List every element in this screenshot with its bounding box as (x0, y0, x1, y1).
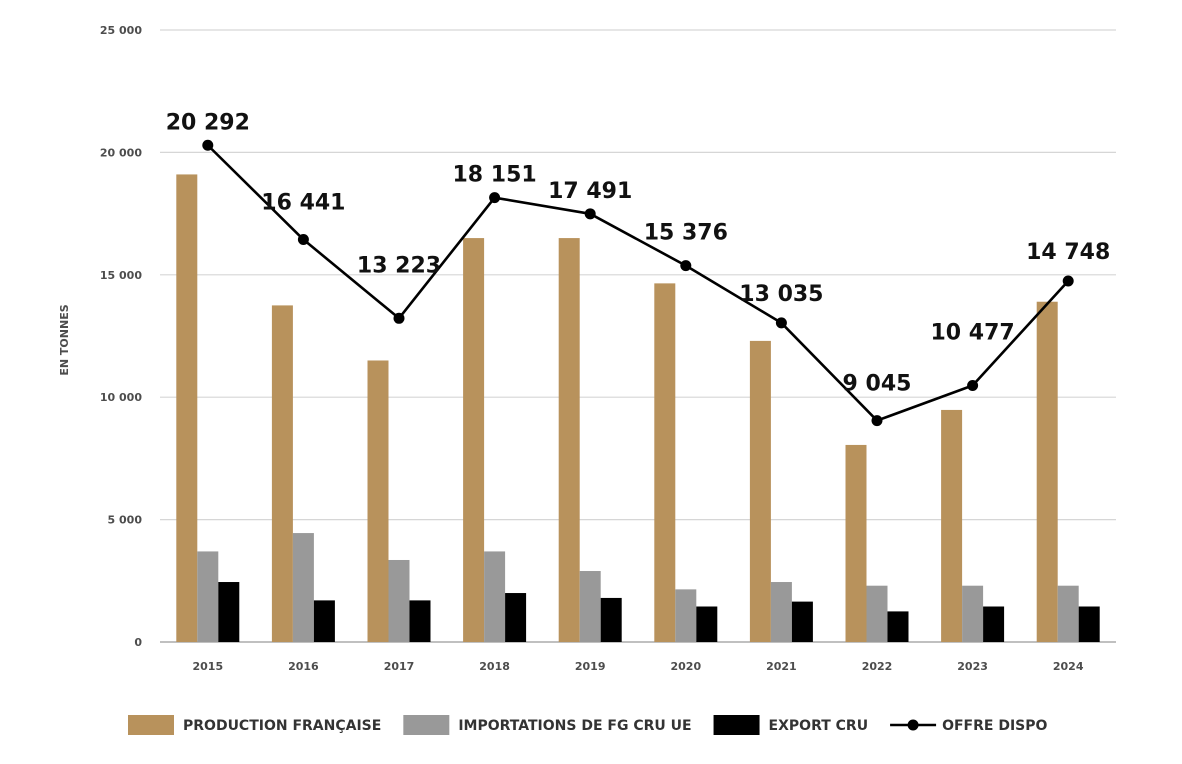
bar-importations-de-fg-cru-ue-2019 (579, 571, 601, 642)
bar-production-fran-aise-2019 (558, 238, 580, 642)
legend-swatch (403, 715, 450, 735)
offre-dispo-label: 14 748 (1026, 240, 1110, 265)
bar-export-cru-2021 (791, 601, 813, 642)
x-tick-label: 2017 (384, 660, 415, 673)
bar-importations-de-fg-cru-ue-2021 (770, 582, 792, 642)
offre-dispo-label: 10 477 (930, 321, 1014, 346)
offre-dispo-label: 20 292 (166, 110, 250, 135)
x-tick-label: 2022 (862, 660, 893, 673)
x-tick-label: 2018 (479, 660, 510, 673)
x-tick-label: 2024 (1053, 660, 1084, 673)
offre-dispo-point (871, 415, 883, 427)
offre-dispo-point (680, 260, 692, 272)
y-tick-label: 15 000 (100, 269, 142, 282)
offre-dispo-point (393, 312, 405, 324)
legend-swatch-marker (907, 719, 919, 731)
bar-production-fran-aise-2021 (749, 340, 771, 642)
bar-production-fran-aise-2017 (367, 360, 389, 642)
y-axis-ticks: 0 5 000 10 000 15 000 20 000 25 000 (100, 24, 142, 649)
bar-importations-de-fg-cru-ue-2024 (1057, 585, 1079, 642)
offre-dispo-path (206, 144, 1070, 422)
bar-importations-de-fg-cru-ue-2018 (484, 551, 506, 642)
legend-swatch (128, 715, 174, 735)
offre-dispo-point (967, 380, 979, 392)
bar-production-fran-aise-2015 (176, 174, 198, 642)
legend-label: PRODUCTION FRANÇAISE (183, 718, 381, 734)
bar-importations-de-fg-cru-ue-2023 (962, 585, 984, 642)
bar-production-fran-aise-2022 (845, 444, 867, 642)
bar-export-cru-2020 (696, 606, 718, 642)
offre-dispo-point (775, 317, 787, 329)
offre-dispo-label: 18 151 (452, 163, 536, 188)
bar-export-cru-2017 (409, 600, 431, 642)
bar-production-fran-aise-2020 (654, 283, 676, 642)
legend-label: OFFRE DISPO (942, 718, 1047, 734)
y-tick-label: 25 000 (100, 24, 142, 37)
y-tick-label: 5 000 (108, 514, 143, 527)
offre-dispo-label: 9 045 (843, 372, 912, 397)
bar-export-cru-2024 (1078, 606, 1100, 642)
bar-production-fran-aise-2016 (271, 305, 293, 642)
x-axis-ticks: 2015 2016 2017 2018 2019 2020 2021 2022 2023 2024 (192, 660, 1083, 673)
offre-dispo-line: 20 292 16 441 13 223 18 151 17 491 15 376 13 0… (166, 110, 1110, 427)
legend-label: EXPORT CRU (769, 718, 869, 734)
x-tick-label: 2019 (575, 660, 606, 673)
bar-importations-de-fg-cru-ue-2022 (866, 585, 888, 642)
legend-label: IMPORTATIONS DE FG CRU UE (458, 718, 691, 734)
offre-dispo-point (297, 234, 309, 246)
y-tick-label: 0 (134, 636, 142, 649)
offre-dispo-label: 13 035 (739, 282, 823, 307)
bar-importations-de-fg-cru-ue-2020 (675, 589, 697, 642)
x-tick-label: 2023 (957, 660, 988, 673)
bar-production-fran-aise-2018 (463, 238, 485, 642)
offre-dispo-label: 16 441 (261, 191, 345, 216)
y-tick-label: 20 000 (100, 146, 142, 159)
bar-production-fran-aise-2024 (1036, 301, 1058, 642)
bar-export-cru-2023 (983, 606, 1005, 642)
bar-export-cru-2015 (218, 582, 240, 642)
bar-export-cru-2016 (313, 600, 335, 642)
bar-importations-de-fg-cru-ue-2017 (388, 559, 410, 642)
offre-dispo-label: 13 223 (357, 253, 441, 278)
x-tick-label: 2020 (670, 660, 701, 673)
bar-production-fran-aise-2023 (941, 409, 963, 642)
y-tick-label: 10 000 (100, 391, 142, 404)
y-axis-title: EN TONNES (58, 304, 71, 375)
bar-importations-de-fg-cru-ue-2016 (292, 533, 314, 642)
bar-export-cru-2018 (505, 593, 527, 642)
offre-dispo-label: 17 491 (548, 179, 632, 204)
x-tick-label: 2015 (192, 660, 223, 673)
offre-dispo-label: 15 376 (644, 221, 728, 246)
offre-dispo-point (1062, 275, 1074, 287)
bar-export-cru-2022 (887, 611, 909, 642)
legend-swatch (713, 715, 760, 735)
bars (176, 174, 1100, 642)
offre-dispo-point (584, 208, 596, 220)
offre-dispo-point (489, 192, 501, 204)
bar-importations-de-fg-cru-ue-2015 (197, 551, 219, 642)
bar-export-cru-2019 (600, 597, 622, 642)
offre-dispo-point (202, 139, 214, 151)
x-tick-label: 2016 (288, 660, 319, 673)
legend: PRODUCTION FRANÇAISE IMPORTATIONS DE FG C… (128, 715, 1047, 735)
x-tick-label: 2021 (766, 660, 797, 673)
